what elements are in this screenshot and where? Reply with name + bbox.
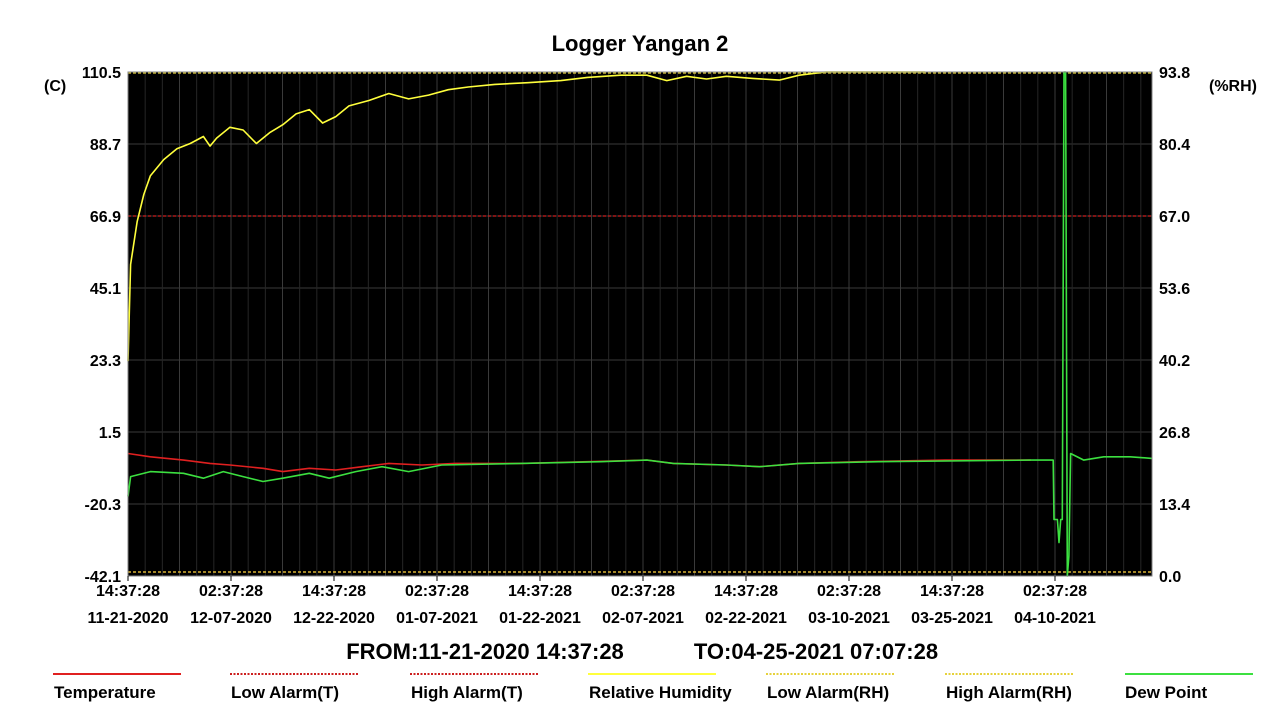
left-tick-label: 66.9 — [90, 209, 121, 226]
series-line — [127, 71, 1153, 577]
plot-area — [128, 72, 1152, 576]
x-tick-date: 02-07-2021 — [602, 610, 684, 627]
left-tick-label: -42.1 — [85, 569, 122, 586]
series-line — [127, 71, 925, 362]
left-tick-label: 88.7 — [90, 137, 121, 154]
left-tick-label: 110.5 — [82, 65, 121, 82]
left-tick-label: 45.1 — [90, 281, 121, 298]
x-tick-date: 03-10-2021 — [808, 610, 890, 627]
left-tick-label: 23.3 — [90, 353, 121, 370]
x-tick-time: 14:37:28 — [508, 583, 572, 600]
right-tick-label: 13.4 — [1159, 497, 1190, 514]
x-tick-date: 04-10-2021 — [1014, 610, 1096, 627]
right-axis-unit: (%RH) — [1209, 78, 1257, 95]
x-tick-date: 12-22-2020 — [293, 610, 375, 627]
alarm-lines — [128, 72, 1152, 573]
x-tick-date: 12-07-2020 — [190, 610, 272, 627]
left-tick-label: 1.5 — [99, 425, 121, 442]
x-tick-time: 02:37:28 — [817, 583, 881, 600]
right-axis-ticks: 93.8 80.4 67.0 53.6 40.2 26.8 13.4 0.0 — [1159, 65, 1190, 586]
legend-label: Low Alarm(RH) — [767, 683, 889, 702]
x-tick-date: 01-07-2021 — [396, 610, 478, 627]
x-tick-date: 01-22-2021 — [499, 610, 581, 627]
x-tick-time: 02:37:28 — [405, 583, 469, 600]
right-tick-label: 26.8 — [1159, 425, 1190, 442]
range-to: TO:04-25-2021 07:07:28 — [694, 639, 938, 664]
chart-title: Logger Yangan 2 — [552, 31, 729, 56]
left-axis-ticks: 110.5 88.7 66.9 45.1 23.3 1.5 -20.3 -42.1 — [82, 65, 121, 586]
right-tick-label: 0.0 — [1159, 569, 1181, 586]
x-tick-time: 14:37:28 — [714, 583, 778, 600]
x-tick-time: 14:37:28 — [96, 583, 160, 600]
x-tick-time: 02:37:28 — [199, 583, 263, 600]
legend-label: Dew Point — [1125, 683, 1208, 702]
legend-label: High Alarm(RH) — [946, 683, 1072, 702]
x-tick-time: 02:37:28 — [611, 583, 675, 600]
left-tick-label: -20.3 — [85, 497, 122, 514]
plot-border — [127, 71, 1153, 577]
series-lines — [127, 71, 1153, 577]
x-tick-time: 14:37:28 — [302, 583, 366, 600]
x-axis-ticks: 14:37:28 11-21-2020 02:37:28 12-07-2020 14:3… — [88, 576, 1096, 627]
legend-label: Relative Humidity — [589, 683, 732, 702]
grid-lines — [128, 72, 1152, 576]
x-tick-time: 02:37:28 — [1023, 583, 1087, 600]
right-tick-label: 80.4 — [1159, 137, 1190, 154]
left-axis-unit: (C) — [44, 78, 66, 95]
legend: Temperature Low Alarm(T) High Alarm(T) Rela… — [53, 673, 1253, 702]
x-tick-date: 02-22-2021 — [705, 610, 787, 627]
x-tick-date: 11-21-2020 — [88, 610, 169, 627]
legend-label: Temperature — [54, 683, 156, 702]
range-from: FROM:11-21-2020 14:37:28 — [346, 639, 624, 664]
right-tick-label: 53.6 — [1159, 281, 1190, 298]
x-tick-date: 03-25-2021 — [911, 610, 993, 627]
right-tick-label: 40.2 — [1159, 353, 1190, 370]
right-tick-label: 67.0 — [1159, 209, 1190, 226]
x-tick-time: 14:37:28 — [920, 583, 984, 600]
legend-label: High Alarm(T) — [411, 683, 523, 702]
right-tick-label: 93.8 — [1159, 65, 1190, 82]
legend-label: Low Alarm(T) — [231, 683, 339, 702]
